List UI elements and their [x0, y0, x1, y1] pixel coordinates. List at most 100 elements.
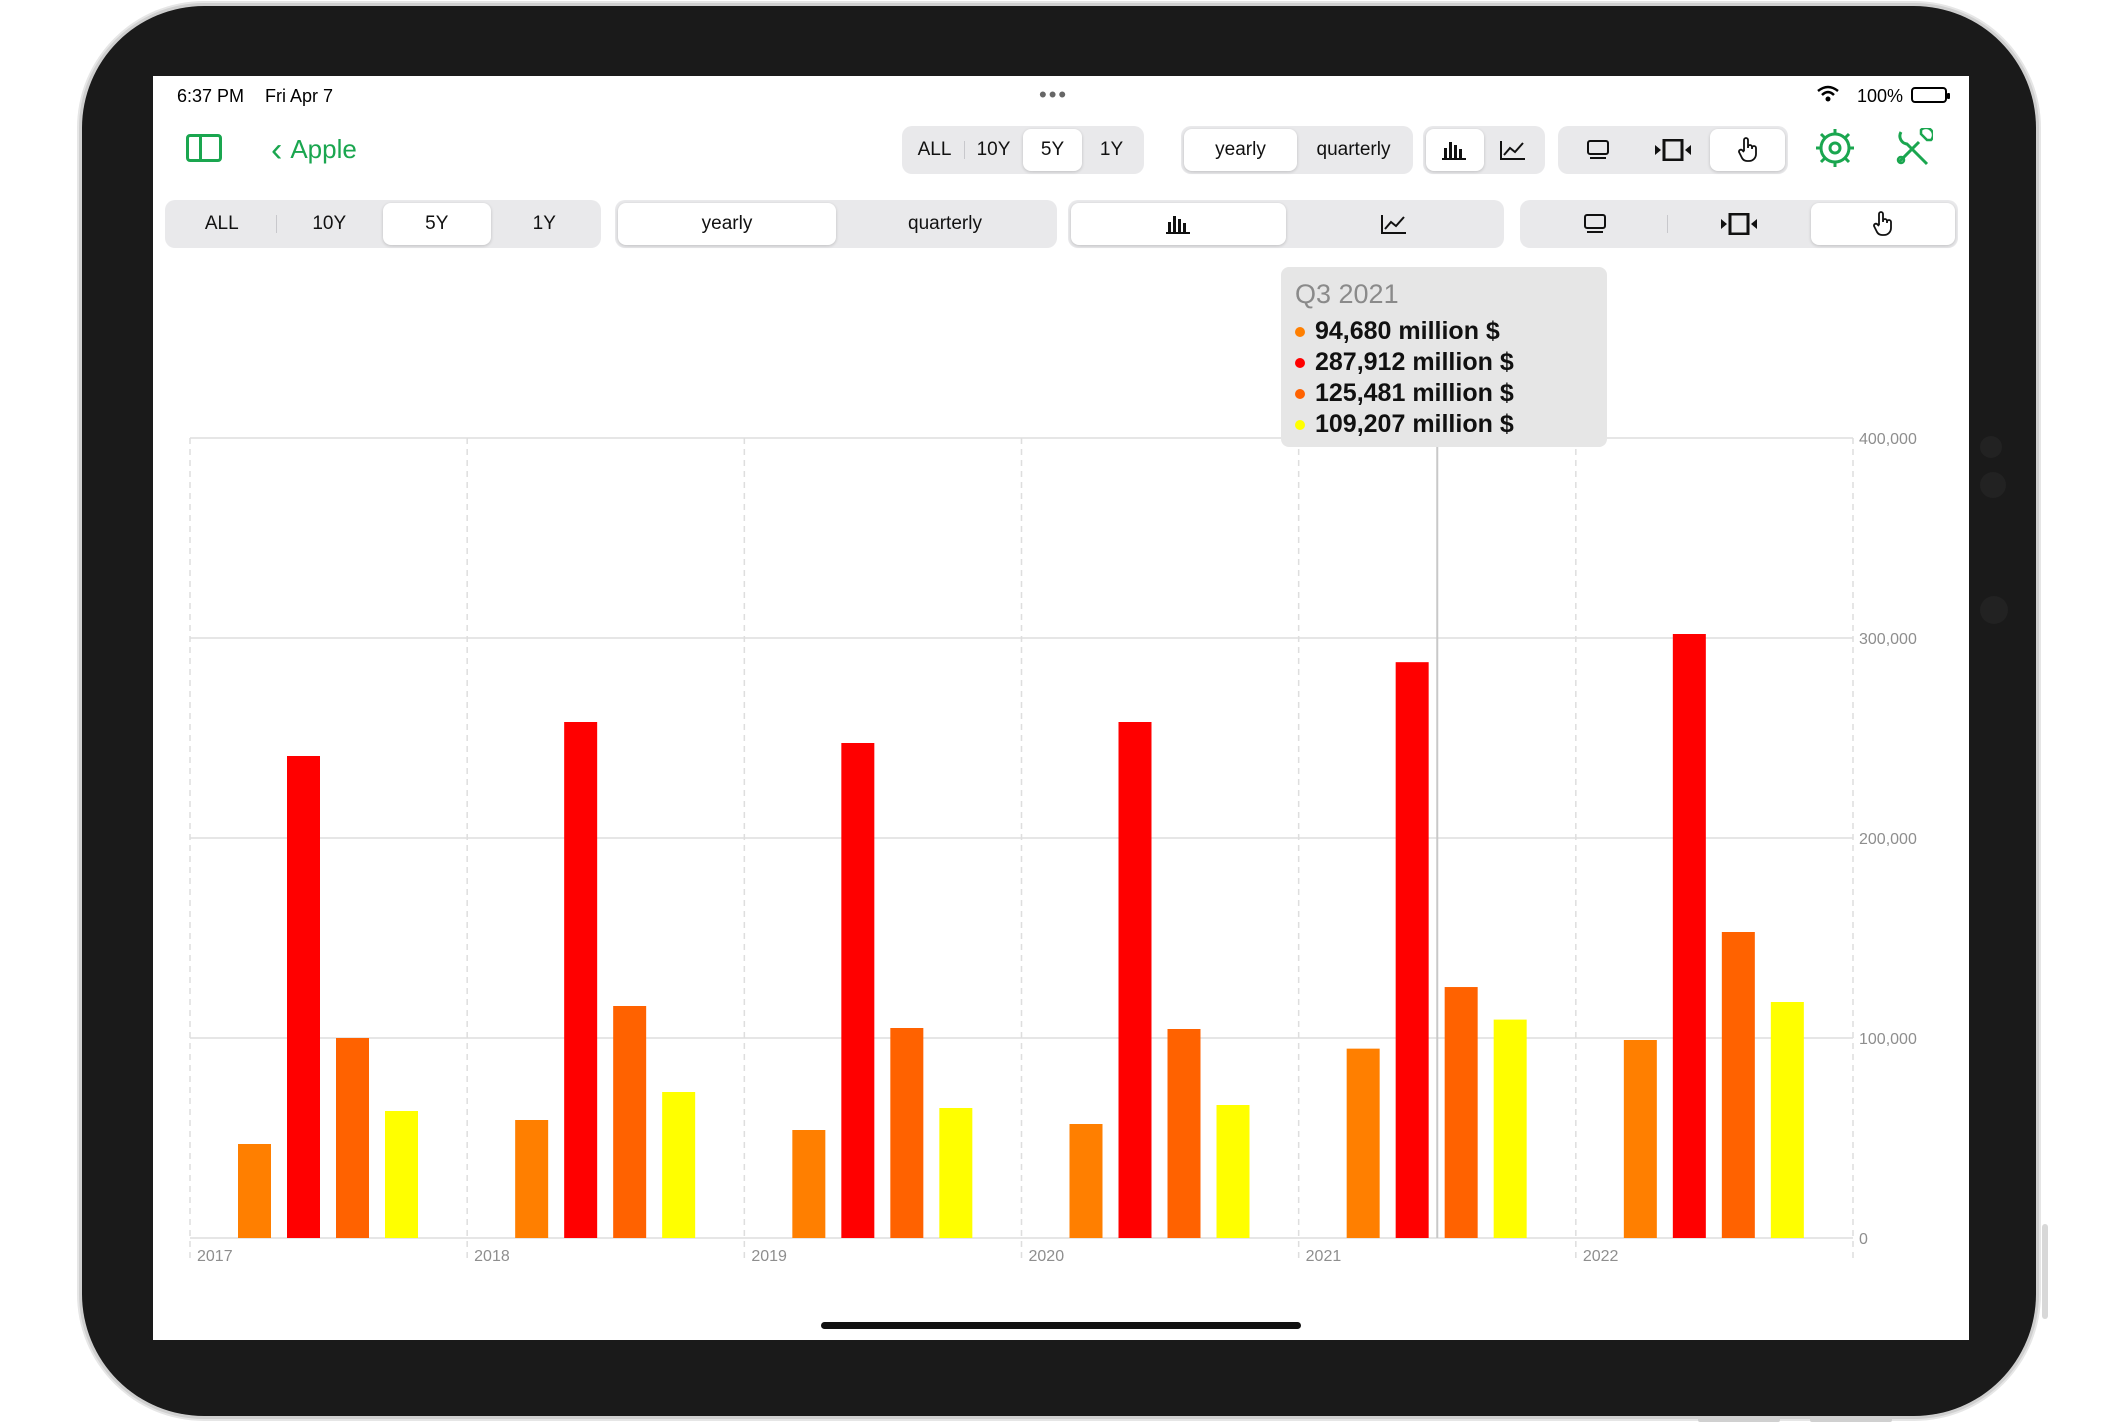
app-screen: 6:37 PM Fri Apr 7 ••• 100% ‹ Apple ALL 1…	[153, 76, 1969, 1340]
home-indicator	[821, 1322, 1301, 1329]
period-segment: yearly quarterly	[615, 200, 1057, 248]
bar	[385, 1111, 418, 1238]
bar-chart-icon	[1165, 216, 1190, 234]
chart-tooltip: Q3 2021 94,680 million $ 287,912 million…	[1281, 267, 1607, 447]
display-mode-segment	[1520, 200, 1958, 248]
y-tick-label: 400,000	[1859, 431, 1917, 448]
series-dot	[1295, 326, 1305, 337]
x-tick-label: 2020	[1029, 1248, 1065, 1265]
hardware-button	[1810, 1417, 1892, 1422]
bar	[1118, 722, 1152, 1238]
tooltip-row: 125,481 million $	[1295, 379, 1514, 408]
navigation-bar: ‹ Apple ALL 10Y 5Y 1Y yearly quarterly	[153, 124, 1969, 180]
period-yearly[interactable]: yearly	[618, 203, 836, 245]
series-dot	[1295, 357, 1305, 368]
bar	[1493, 1019, 1527, 1238]
sensor	[1980, 472, 2006, 498]
bar	[564, 722, 598, 1238]
range-5y-top[interactable]: 5Y	[1023, 129, 1082, 171]
tooltip-row: 109,207 million $	[1295, 410, 1514, 439]
sensor	[1980, 436, 2002, 458]
display-mode-3-top[interactable]	[1710, 129, 1786, 171]
x-tick-label: 2022	[1583, 1248, 1619, 1265]
battery-percent: 100%	[1856, 86, 1903, 106]
multitasking-icon[interactable]: •••	[1039, 82, 1069, 107]
bar	[890, 1028, 924, 1238]
tooltip-value: 94,680 million $	[1315, 317, 1500, 345]
display-mode-2[interactable]	[1667, 203, 1811, 245]
period-quarterly[interactable]: quarterly	[908, 213, 982, 234]
line-chart-icon	[1380, 215, 1406, 234]
bar	[1444, 987, 1478, 1238]
bar	[1770, 1002, 1804, 1238]
wifi-icon	[1817, 85, 1839, 102]
y-tick-label: 100,000	[1859, 1031, 1917, 1048]
range-all-top[interactable]: ALL	[917, 139, 952, 160]
bar	[1216, 1105, 1250, 1238]
chevron-left-icon: ‹	[271, 130, 283, 169]
tools-icon[interactable]	[1893, 128, 1933, 168]
x-tick-label: 2018	[474, 1248, 510, 1265]
display-mode-1[interactable]	[1523, 203, 1667, 245]
bar	[515, 1120, 549, 1238]
bar-chart-button[interactable]	[1071, 203, 1286, 245]
bar-chart-button-top[interactable]	[1426, 129, 1484, 171]
range-1y-top[interactable]: 1Y	[1099, 139, 1124, 160]
range-1y[interactable]: 1Y	[532, 213, 556, 234]
line-chart-button[interactable]	[1286, 203, 1501, 245]
bar	[1721, 932, 1755, 1238]
y-tick-label: 300,000	[1859, 631, 1917, 648]
monitor-icon	[1587, 140, 1610, 159]
range-segment: ALL 10Y 5Y 1Y	[165, 200, 601, 248]
line-chart-icon	[1500, 141, 1525, 160]
hand-pointer-icon	[1737, 137, 1757, 162]
bar	[939, 1108, 973, 1238]
bar	[1623, 1040, 1657, 1238]
sidebar-toggle-icon[interactable]	[186, 134, 222, 162]
x-tick-label: 2017	[197, 1248, 233, 1265]
back-label: Apple	[290, 134, 357, 164]
display-mode-segment-top	[1558, 126, 1788, 174]
period-yearly-top[interactable]: yearly	[1184, 129, 1297, 171]
status-date: Fri Apr 7	[265, 86, 334, 106]
range-10y[interactable]: 10Y	[275, 203, 384, 245]
tooltip-title: Q3 2021	[1295, 279, 1399, 309]
volume-button	[2042, 1224, 2048, 1319]
bar	[662, 1092, 696, 1238]
bar	[613, 1006, 647, 1238]
hardware-button	[1698, 1417, 1780, 1422]
range-10y-top[interactable]: 10Y	[964, 129, 1023, 171]
display-mode-1-top[interactable]	[1561, 129, 1636, 171]
status-bar: 6:37 PM Fri Apr 7 ••• 100%	[153, 76, 1969, 114]
y-tick-label: 0	[1859, 1231, 1868, 1248]
bar	[1395, 662, 1429, 1238]
line-chart-button-top[interactable]	[1484, 129, 1542, 171]
display-mode-3[interactable]	[1811, 203, 1955, 245]
display-mode-2-top[interactable]	[1636, 129, 1711, 171]
tooltip-value: 125,481 million $	[1315, 379, 1514, 407]
monitor-icon	[1584, 214, 1606, 233]
tooltip-value: 109,207 million $	[1315, 410, 1514, 438]
bar	[1167, 1029, 1201, 1238]
series-dot	[1295, 388, 1305, 399]
settings-gear-icon[interactable]	[1815, 128, 1855, 168]
sensor	[1980, 596, 2008, 624]
bar	[1069, 1124, 1103, 1238]
chart-type-segment	[1068, 200, 1504, 248]
bar	[336, 1038, 369, 1238]
tooltip-row: 94,680 million $	[1295, 317, 1500, 346]
range-all[interactable]: ALL	[204, 213, 239, 234]
chart-type-segment-top	[1423, 126, 1545, 174]
tooltip-row: 287,912 million $	[1295, 348, 1514, 377]
bar-chart-icon	[1442, 142, 1466, 160]
bar-chart[interactable]: 0 100,000 200,000 300,000 400,000 2017 2018 201…	[153, 76, 1969, 1340]
range-5y[interactable]: 5Y	[383, 203, 491, 245]
bar	[238, 1144, 271, 1238]
status-time: 6:37 PM	[177, 86, 245, 106]
bar	[841, 743, 875, 1238]
back-button[interactable]: ‹ Apple	[271, 130, 357, 169]
film-icon	[1721, 213, 1757, 235]
y-tick-label: 200,000	[1859, 831, 1917, 848]
period-quarterly-top[interactable]: quarterly	[1316, 139, 1391, 160]
bar	[1672, 634, 1706, 1238]
